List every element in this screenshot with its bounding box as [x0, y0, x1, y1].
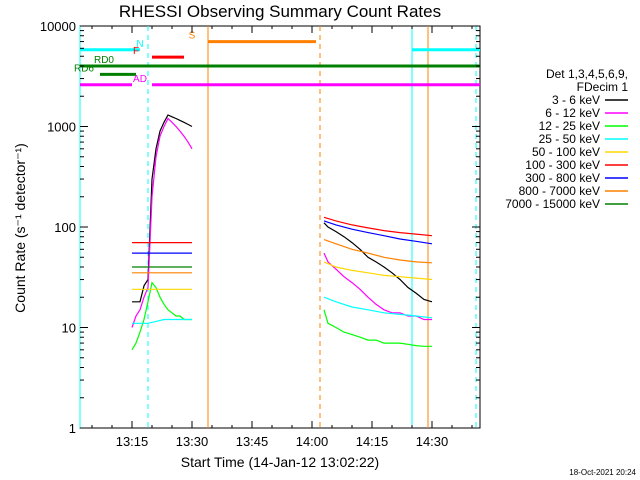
flag-label-rd0: RD0 [94, 55, 114, 66]
x-tick-label-2: 13:45 [236, 434, 269, 449]
legend-label-6: 300 - 800 keV [525, 171, 600, 185]
x-tick-label-3: 14:00 [296, 434, 329, 449]
flag-label-s: S [189, 31, 196, 42]
y-tick-label-3: 1000 [47, 120, 76, 135]
legend-label-8: 7000 - 15000 keV [505, 197, 600, 211]
series-line-2-1 [323, 309, 432, 347]
series-line-4-1 [323, 261, 433, 281]
series-line-5-1 [323, 216, 433, 237]
x-axis-label: Start Time (14-Jan-12 13:02:22) [181, 454, 379, 470]
legend-header-0: Det 1,3,4,5,6,9, [546, 67, 628, 81]
legend-label-4: 50 - 100 keV [532, 145, 600, 159]
legend-label-2: 12 - 25 keV [539, 119, 600, 133]
legend-header-1: FDecim 1 [577, 80, 629, 94]
series-line-1-0 [131, 117, 193, 328]
y-tick-label-1: 10 [62, 321, 76, 336]
x-tick-label-5: 14:30 [416, 434, 449, 449]
chart-title: RHESSI Observing Summary Count Rates [119, 2, 441, 21]
flag-label-rd6: RD6 [74, 63, 94, 74]
series-line-3-1 [323, 296, 433, 319]
timestamp-stamp: 18-Oct-2021 20:24 [569, 468, 636, 477]
vertical-markers [79, 26, 477, 428]
flag-label-ad: AD [133, 74, 147, 85]
y-tick-label-0: 1 [69, 421, 76, 436]
legend-label-7: 800 - 7000 keV [519, 184, 600, 198]
series-line-3-0 [132, 318, 192, 324]
y-tick-label-4: 10000 [40, 19, 76, 34]
x-tick-label-1: 13:30 [176, 434, 209, 449]
series-line-2-0 [131, 281, 192, 351]
series-lines [131, 114, 433, 351]
x-tick-label-4: 14:15 [356, 434, 389, 449]
x-tick-label-0: 13:15 [116, 434, 149, 449]
y-axis-ticks: 1 10 100 1000 10000 [40, 19, 480, 436]
legend-label-0: 3 - 6 keV [552, 93, 600, 107]
flag-label-f: F [133, 46, 139, 57]
legend-label-1: 6 - 12 keV [545, 106, 600, 120]
x-axis-ticks: 13:15 13:30 13:45 14:00 14:15 14:30 [91, 26, 473, 449]
y-axis-label: Count Rate (s⁻¹ detector⁻¹) [12, 143, 28, 313]
flag-label-n: N [136, 39, 143, 50]
legend-label-5: 100 - 300 keV [525, 158, 600, 172]
series-line-0-1 [323, 222, 433, 303]
legend-label-3: 25 - 50 keV [539, 132, 600, 146]
y-tick-label-2: 100 [54, 220, 76, 235]
series-line-0-0 [132, 114, 193, 303]
series-line-6-1 [323, 220, 433, 245]
series-line-7-1 [323, 239, 433, 264]
